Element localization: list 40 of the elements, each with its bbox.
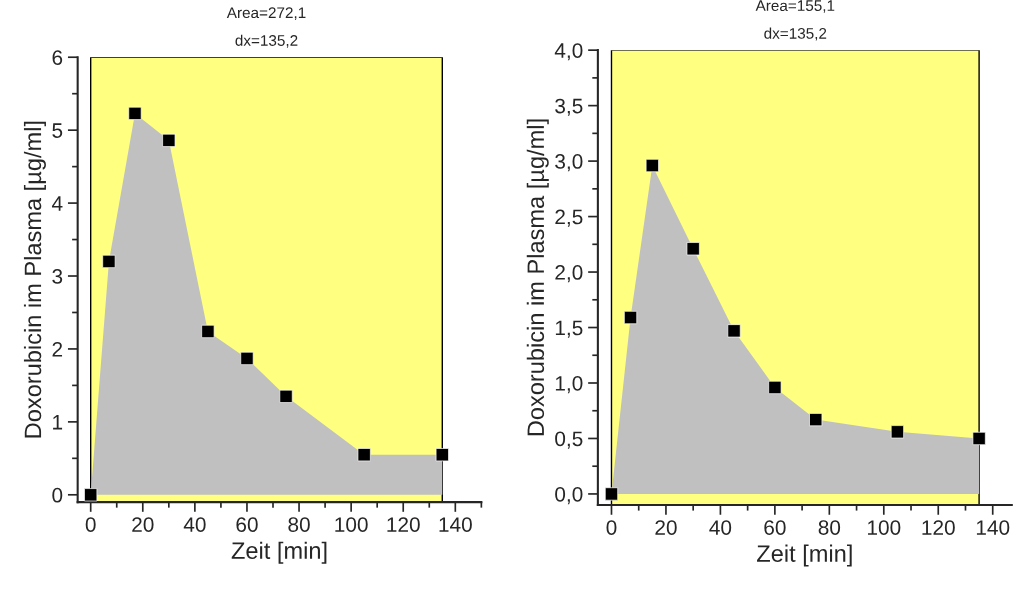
text: Area=272,1 (226, 7, 306, 20)
x-tick-label: 0 (85, 517, 96, 532)
y-tick-label: 6 (52, 50, 63, 65)
x-tick-label: 140 (976, 520, 1010, 535)
y-tick-label: 2,5 (555, 209, 583, 227)
x-tick-label: 120 (922, 520, 955, 535)
y-tick-label: 1 (53, 415, 63, 430)
x-tick-label: 0 (606, 520, 617, 535)
x-tick-label: 40 (709, 520, 732, 535)
text: dx=135,2 (764, 27, 827, 41)
y-tick-label: 2,0 (555, 265, 583, 283)
y-tick-label: 3,5 (555, 98, 583, 116)
x-tick-label: 80 (288, 517, 310, 532)
y-tick-label: 0,0 (555, 486, 583, 505)
y-tick-label: 3,0 (555, 154, 583, 172)
y-tick-label: 1,5 (555, 320, 583, 338)
y-tick-label: 5 (52, 123, 63, 138)
y-tick-label: 0 (52, 487, 63, 503)
x-axis-title: Zeit [min] (231, 541, 327, 564)
y-tick-label: 4,0 (554, 43, 583, 61)
x-tick-label: 100 (868, 520, 901, 535)
y-tick-label: 0,5 (555, 431, 583, 449)
x-tick-label: 60 (236, 517, 258, 532)
x-tick-label: 120 (387, 517, 420, 532)
x-tick-label: 20 (132, 517, 154, 532)
y-tick-label: 1,0 (555, 376, 583, 394)
text: dx=135,2 (235, 34, 298, 48)
x-tick-label: 140 (439, 517, 472, 532)
x-axis-title: Zeit [min] (757, 544, 852, 567)
x-tick-label: 40 (183, 517, 206, 532)
x-tick-label: 80 (818, 520, 841, 535)
x-tick-label: 20 (655, 520, 677, 535)
x-tick-label: 100 (335, 517, 368, 532)
y-axis-title: Doxorubicin im Plasma [µg/ml] (526, 119, 549, 436)
y-axis-title: Doxorubicin im Plasma [µg/ml] (23, 121, 46, 438)
y-tick-label: 3 (52, 269, 63, 284)
text: Area=155,1 (755, 0, 835, 13)
y-tick-label: 4 (51, 196, 63, 211)
y-tick-label: 2 (52, 341, 63, 357)
x-tick-label: 60 (764, 520, 786, 535)
